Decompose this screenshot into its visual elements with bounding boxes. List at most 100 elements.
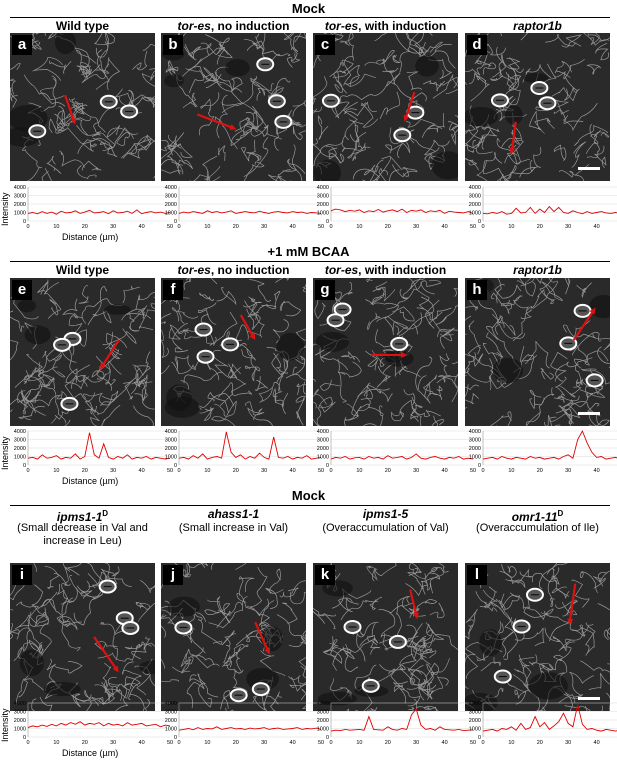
x-tick-label: 20 xyxy=(385,468,391,474)
panel-title-rest: , no induction xyxy=(210,19,290,33)
intensity-plot-i: 0 1000 2000 3000 4000 0 10 20 30 40 50 xyxy=(10,700,173,748)
red-arrow-icon xyxy=(568,583,577,622)
x-tick-label: 50 xyxy=(318,224,324,230)
x-tick-label: 10 xyxy=(204,224,210,230)
x-tick-label: 40 xyxy=(442,468,448,474)
x-tick-label: 10 xyxy=(356,740,362,746)
x-axis-title: Distance (µm) xyxy=(62,232,119,242)
panel-title-c: tor-es, with induction xyxy=(309,19,462,33)
y-tick-label: 4000 xyxy=(469,429,481,435)
micrograph-f: f xyxy=(161,278,306,426)
x-tick-label: 30 xyxy=(565,224,571,230)
y-tick-label: 0 xyxy=(326,219,329,225)
y-tick-label: 4000 xyxy=(14,185,26,191)
y-tick-label: 1000 xyxy=(14,211,26,217)
panel-title-g: tor-es, with induction xyxy=(309,263,462,277)
panel-subtitle-k: (Overaccumulation of Val) xyxy=(322,522,449,534)
x-tick-label: 30 xyxy=(110,740,116,746)
x-tick-label: 20 xyxy=(385,740,391,746)
x-tick-label: 0 xyxy=(481,468,484,474)
y-tick-label: 2000 xyxy=(317,446,329,452)
scale-bar xyxy=(578,412,600,415)
x-tick-label: 40 xyxy=(594,740,600,746)
arrowhead-icon xyxy=(264,647,270,655)
y-tick-label: 4000 xyxy=(14,701,26,707)
x-tick-label: 0 xyxy=(177,740,180,746)
panel-title-italic: tor-es xyxy=(324,263,359,277)
x-tick-label: 40 xyxy=(139,740,145,746)
y-axis-title: Intensity xyxy=(0,436,10,470)
panel-title-rest: , with induction xyxy=(358,263,447,277)
arrowhead-icon xyxy=(99,362,106,370)
y-tick-label: 1000 xyxy=(14,455,26,461)
micrograph-k: k xyxy=(313,563,458,711)
red-arrow-icon xyxy=(254,621,270,652)
red-arrow-icon xyxy=(239,314,255,338)
y-tick-label: 4000 xyxy=(469,701,481,707)
y-tick-label: 0 xyxy=(326,735,329,741)
x-tick-label: 30 xyxy=(565,468,571,474)
x-tick-label: 0 xyxy=(26,224,29,230)
panel-letter-c: c xyxy=(315,35,335,55)
intensity-line xyxy=(178,431,322,460)
arrowhead-icon xyxy=(249,333,256,341)
x-tick-label: 10 xyxy=(204,740,210,746)
x-tick-label: 10 xyxy=(356,468,362,474)
section-rule-3 xyxy=(10,505,610,506)
panel-letter-j: j xyxy=(163,565,183,585)
arrowhead-icon xyxy=(567,618,574,626)
y-tick-label: 3000 xyxy=(165,710,177,716)
x-tick-label: 40 xyxy=(442,224,448,230)
y-tick-label: 3000 xyxy=(469,710,481,716)
y-tick-label: 0 xyxy=(478,463,481,469)
red-arrow-icon xyxy=(93,636,118,670)
panel-letter-f: f xyxy=(163,280,183,300)
section-title-bcaa: +1 mM BCAA xyxy=(267,244,350,259)
arrowhead-icon xyxy=(412,612,419,620)
intensity-plot-h: 0 1000 2000 3000 4000 0 10 20 30 40 50 xyxy=(465,428,617,476)
y-tick-label: 2000 xyxy=(317,718,329,724)
panel-letter-h: h xyxy=(467,280,487,300)
panel-title-d: raptor1b xyxy=(461,19,614,33)
intensity-line xyxy=(482,704,617,732)
panel-title-b: tor-es, no induction xyxy=(157,19,310,33)
y-tick-label: 3000 xyxy=(317,710,329,716)
y-tick-label: 1000 xyxy=(317,211,329,217)
y-tick-label: 3000 xyxy=(14,194,26,200)
y-tick-label: 0 xyxy=(174,735,177,741)
micrograph-c: c xyxy=(313,33,458,181)
arrowhead-icon xyxy=(509,147,516,155)
x-tick-label: 10 xyxy=(508,468,514,474)
intensity-plot-e: 0 1000 2000 3000 4000 0 10 20 30 40 50 xyxy=(10,428,173,476)
panel-title-italic: raptor1b xyxy=(513,263,562,277)
y-tick-label: 0 xyxy=(174,463,177,469)
section-rule-1 xyxy=(10,17,610,18)
scale-bar xyxy=(578,697,600,700)
y-tick-label: 2000 xyxy=(14,446,26,452)
red-arrow-icon xyxy=(510,121,517,151)
y-tick-label: 2000 xyxy=(469,446,481,452)
micrograph-h: h xyxy=(465,278,610,426)
y-tick-label: 1000 xyxy=(469,455,481,461)
x-tick-label: 10 xyxy=(53,740,59,746)
intensity-plot-l: 0 1000 2000 3000 4000 0 10 20 30 40 50 xyxy=(465,700,617,748)
x-tick-label: 20 xyxy=(82,468,88,474)
y-tick-label: 3000 xyxy=(14,710,26,716)
arrowhead-icon xyxy=(403,114,410,122)
panel-title-e: Wild type xyxy=(6,263,159,277)
y-tick-label: 1000 xyxy=(469,211,481,217)
micrograph-e: e xyxy=(10,278,155,426)
y-axis-title: Intensity xyxy=(0,708,10,742)
panel-letter-l: l xyxy=(467,565,487,585)
y-tick-label: 1000 xyxy=(14,727,26,733)
y-axis-title: Intensity xyxy=(0,192,10,226)
y-tick-label: 4000 xyxy=(165,429,177,435)
panel-title-italic: ipms1-5 xyxy=(362,507,409,521)
x-tick-label: 0 xyxy=(481,224,484,230)
x-tick-label: 50 xyxy=(167,740,173,746)
y-tick-label: 4000 xyxy=(317,701,329,707)
y-tick-label: 2000 xyxy=(165,446,177,452)
red-arrow-icon xyxy=(101,339,120,367)
panel-title-rest: , no induction xyxy=(210,263,290,277)
intensity-line xyxy=(482,205,617,215)
